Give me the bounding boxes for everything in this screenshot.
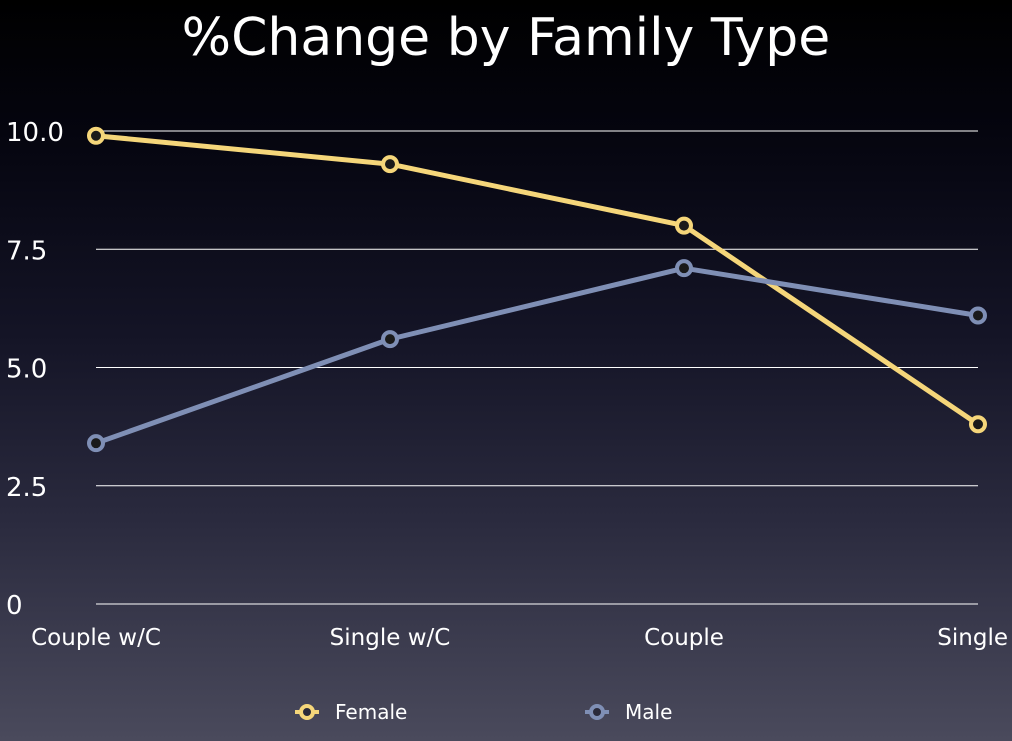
- y-tick-label: 5.0: [6, 355, 47, 385]
- data-point-female: [969, 415, 987, 434]
- x-tick-label: Single: [937, 625, 1008, 651]
- legend-label: Male: [625, 700, 672, 724]
- data-point-male: [675, 259, 693, 278]
- y-tick-label: 10.0: [6, 118, 64, 148]
- y-tick-label: 2.5: [6, 473, 47, 503]
- legend: Female Male: [295, 700, 672, 724]
- data-point-female: [675, 216, 693, 235]
- legend-marker-icon: [299, 704, 315, 720]
- data-point-female: [381, 155, 399, 174]
- y-axis-ticks: 0 2.5 5.0 7.5 10.0: [6, 118, 64, 621]
- series-lines: [93, 133, 981, 446]
- legend-item-male: Male: [585, 700, 672, 724]
- legend-item-female: Female: [295, 700, 407, 724]
- x-tick-label: Single w/C: [330, 625, 451, 651]
- series-points: [87, 126, 987, 453]
- legend-marker-icon: [589, 704, 605, 720]
- grid-lines: [96, 130, 978, 605]
- series-line-male: [93, 265, 981, 446]
- data-point-female: [87, 126, 105, 145]
- y-tick-label: 0: [6, 591, 23, 621]
- data-point-male: [381, 330, 399, 349]
- x-tick-label: Couple: [644, 625, 724, 651]
- legend-label: Female: [335, 700, 407, 724]
- y-tick-label: 7.5: [6, 236, 47, 266]
- x-tick-label: Couple w/C: [31, 625, 161, 651]
- x-axis-ticks: Couple w/C Single w/C Couple Single: [31, 625, 1008, 651]
- chart-title: %Change by Family Type: [181, 8, 831, 68]
- data-point-male: [87, 434, 105, 453]
- series-line-female: [93, 133, 981, 427]
- data-point-male: [969, 306, 987, 325]
